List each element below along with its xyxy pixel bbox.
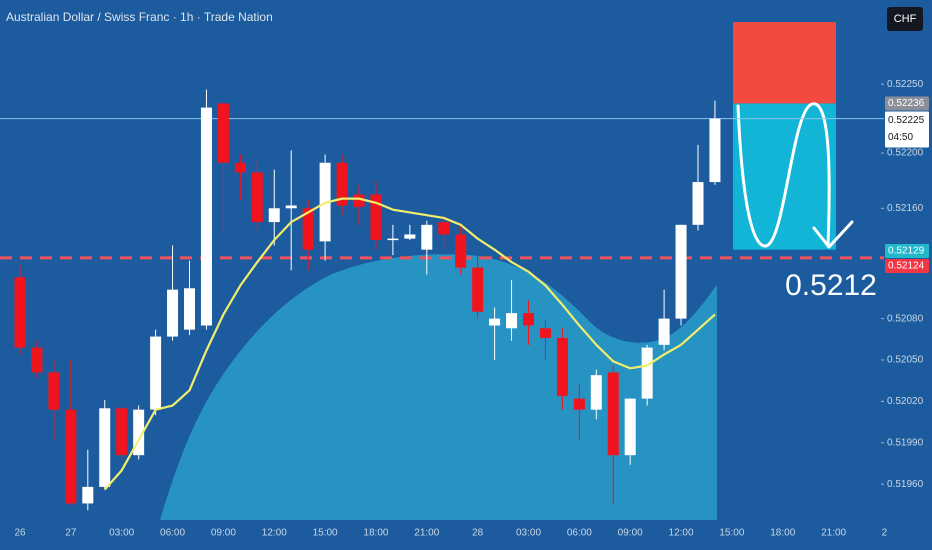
candle-body	[353, 194, 365, 207]
candle-body	[217, 103, 229, 163]
candle-body	[624, 398, 636, 456]
candle-body	[675, 224, 687, 319]
candle-body	[641, 347, 653, 399]
price-badge-label: 0.52236	[888, 98, 925, 109]
projection-arrow	[736, 102, 854, 249]
candle-body	[167, 289, 179, 337]
last-price-badge	[885, 111, 929, 148]
x-tick-label: 2	[882, 528, 888, 539]
candle-body	[184, 288, 195, 330]
y-tick-label: 0.52020	[887, 396, 924, 407]
candle-body	[99, 408, 111, 487]
candle-body	[658, 318, 670, 345]
candle-body	[268, 208, 280, 223]
candle-body	[573, 398, 585, 410]
y-tick-label: 0.52200	[887, 148, 924, 159]
candle-body	[472, 267, 484, 312]
x-tick-label: 27	[65, 528, 77, 539]
price-badge	[885, 96, 929, 111]
candle-body	[336, 162, 348, 206]
candle-body	[133, 409, 145, 456]
price-badge	[885, 244, 929, 259]
candle-body	[116, 408, 128, 456]
symbol-title: Australian Dollar / Swiss Franc · 1h · T…	[6, 10, 273, 24]
currency-button[interactable]: CHF	[887, 7, 923, 31]
button-label[interactable]: CHF	[894, 13, 917, 25]
x-tick-label: 15:00	[719, 528, 744, 539]
candle-body	[285, 205, 297, 209]
candle-body	[234, 162, 246, 173]
x-tick-label: 21:00	[821, 528, 846, 539]
y-tick-label: 0.51960	[887, 479, 924, 490]
y-tick-label: 0.52250	[887, 79, 924, 90]
candle-body	[150, 336, 162, 410]
candle-body	[506, 313, 518, 329]
last-price-label: 0.52225	[888, 115, 925, 126]
x-tick-label: 21:00	[414, 528, 439, 539]
y-tick-label: 0.52160	[887, 203, 924, 214]
x-tick-label: 09:00	[618, 528, 643, 539]
x-tick-label: 06:00	[567, 528, 592, 539]
candle-body	[523, 313, 534, 326]
button-background[interactable]	[887, 7, 923, 31]
candle-body	[489, 318, 501, 326]
candle-body	[590, 375, 602, 410]
candle-body	[251, 172, 263, 223]
candle-body	[48, 372, 60, 410]
moving-average-line	[103, 197, 716, 491]
x-tick-label: 09:00	[211, 528, 236, 539]
candle-body	[539, 328, 551, 338]
x-tick-label: 18:00	[363, 528, 388, 539]
x-tick-label: 26	[14, 528, 26, 539]
candle-body	[200, 107, 212, 326]
candle-body	[387, 238, 399, 241]
candle-body	[302, 208, 314, 250]
x-tick-label: 12:00	[669, 528, 694, 539]
candle-body	[404, 234, 416, 239]
countdown-label: 04:50	[888, 132, 913, 143]
candle-body	[65, 409, 77, 504]
x-tick-label: 06:00	[160, 528, 185, 539]
candle-body	[14, 277, 26, 348]
candle-body	[82, 486, 94, 504]
x-tick-label: 15:00	[313, 528, 338, 539]
candle-body	[607, 372, 619, 456]
price-annotation: 0.5212	[785, 269, 877, 302]
candle-body	[692, 182, 704, 225]
y-tick-label: 0.52080	[887, 313, 924, 324]
price-badge	[885, 259, 929, 274]
x-tick-label: 03:00	[109, 528, 134, 539]
candle-body	[31, 347, 43, 373]
x-tick-label: 03:00	[516, 528, 541, 539]
x-tick-label: 18:00	[770, 528, 795, 539]
x-tick-label: 12:00	[262, 528, 287, 539]
candle-body	[421, 224, 433, 250]
candle-body	[709, 118, 721, 183]
x-tick-label: 28	[472, 528, 484, 539]
price-badge-label: 0.52129	[888, 246, 925, 257]
candle-body	[455, 234, 467, 268]
candle-body	[438, 222, 450, 235]
price-badge-label: 0.52124	[888, 261, 925, 272]
indicator-area	[160, 254, 717, 520]
y-tick-label: 0.51990	[887, 437, 924, 448]
y-tick-label: 0.52050	[887, 355, 924, 366]
candle-body	[370, 194, 382, 240]
stop-zone	[733, 22, 836, 104]
candle-body	[556, 337, 568, 396]
target-zone	[733, 103, 836, 250]
